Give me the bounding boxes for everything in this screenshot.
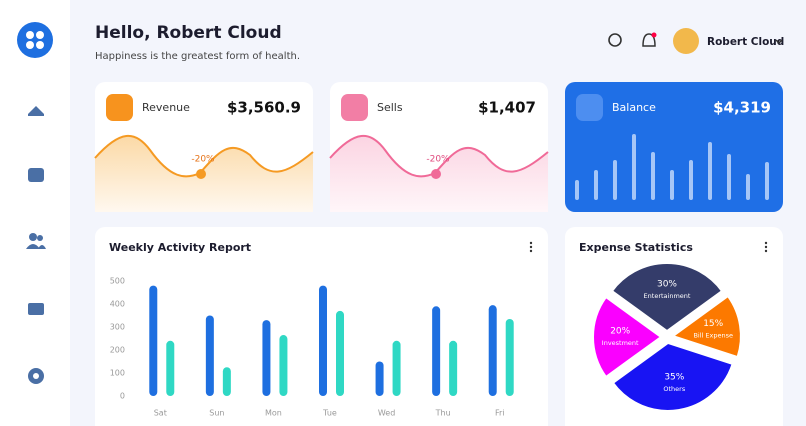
subtitle: Happiness is the greatest form of health…: [95, 51, 300, 62]
card-value: $1,407: [478, 99, 536, 117]
bar: [336, 310, 344, 396]
card-label: Revenue: [142, 101, 190, 114]
y-tick-label: 0: [120, 392, 125, 401]
y-tick-label: 200: [110, 346, 125, 355]
bar: [279, 335, 288, 396]
x-tick-label: Thu: [435, 409, 451, 418]
wallet-icon[interactable]: [28, 168, 44, 182]
card-change: -20%: [191, 155, 215, 165]
bar: [392, 340, 401, 396]
bar: [505, 318, 514, 396]
pie-slice: [592, 295, 663, 379]
sells-icon: [341, 94, 368, 121]
home-icon[interactable]: [28, 106, 44, 116]
slice-value: 15%: [703, 319, 723, 329]
user-name[interactable]: Robert Cloud: [707, 36, 784, 48]
y-tick-label: 500: [110, 277, 125, 286]
bar: [166, 340, 175, 396]
slice-label: Investment: [602, 339, 639, 347]
balance-bar: [746, 174, 750, 200]
sidebar: [0, 0, 70, 426]
y-tick-label: 300: [110, 323, 125, 332]
pie-slice: [610, 262, 724, 333]
revenue-point: [196, 169, 206, 179]
balance-bar: [575, 180, 579, 200]
slice-value: 20%: [610, 327, 630, 337]
balance-bar: [765, 162, 769, 200]
balance-icon: [576, 94, 603, 121]
x-tick-label: Sat: [154, 409, 167, 418]
card-value: $3,560.9: [227, 99, 301, 117]
logo-mark: [26, 31, 44, 49]
bar: [488, 305, 497, 396]
slice-label: Entertainment: [644, 292, 691, 300]
pie-slice: [611, 341, 734, 412]
bell-icon[interactable]: [642, 33, 656, 47]
bell-dot: [651, 32, 657, 38]
balance-bar: [670, 170, 674, 200]
slice-value: 35%: [664, 373, 684, 383]
search-icon[interactable]: [608, 33, 622, 47]
balance-bar: [594, 170, 598, 200]
bar: [149, 285, 158, 396]
user-menu-caret[interactable]: [775, 39, 783, 45]
x-tick-label: Tue: [322, 409, 337, 418]
mail-icon[interactable]: [28, 303, 44, 315]
sells-point: [431, 169, 441, 179]
balance-bar: [727, 154, 731, 200]
x-tick-label: Sun: [209, 409, 224, 418]
slice-value: 30%: [657, 280, 677, 290]
x-tick-label: Wed: [378, 409, 395, 418]
bar: [222, 367, 231, 396]
bar: [262, 320, 271, 396]
settings-hole: [33, 373, 39, 379]
card-change: -20%: [426, 155, 450, 165]
y-tick-label: 400: [110, 300, 125, 309]
card-value: $4,319: [713, 99, 771, 117]
balance-bar: [651, 152, 655, 200]
pie-slice: [670, 294, 742, 359]
avatar[interactable]: [673, 28, 699, 54]
menu-dots[interactable]: [764, 241, 768, 253]
bar: [375, 361, 384, 396]
balance-bar: [613, 160, 617, 200]
card-label: Sells: [377, 101, 403, 114]
x-tick-label: Fri: [495, 409, 505, 418]
balance-bar: [708, 142, 712, 200]
chart-title: Weekly Activity Report: [109, 241, 251, 254]
menu-dots[interactable]: [529, 241, 533, 253]
x-tick-label: Mon: [265, 409, 282, 418]
bar: [432, 306, 441, 396]
slice-label: Bill Expense: [693, 332, 733, 340]
chart-title: Expense Statistics: [579, 241, 693, 254]
y-tick-label: 100: [110, 369, 125, 378]
users-icon[interactable]: [26, 233, 46, 249]
card-label: Balance: [612, 101, 656, 114]
bar: [205, 315, 214, 396]
revenue-icon: [106, 94, 133, 121]
bar: [319, 285, 327, 396]
balance-bar: [689, 160, 693, 200]
logo[interactable]: [17, 22, 53, 58]
balance-bar: [632, 134, 636, 200]
bar: [449, 340, 458, 396]
greeting: Hello, Robert Cloud: [95, 23, 282, 43]
slice-label: Others: [663, 385, 685, 393]
